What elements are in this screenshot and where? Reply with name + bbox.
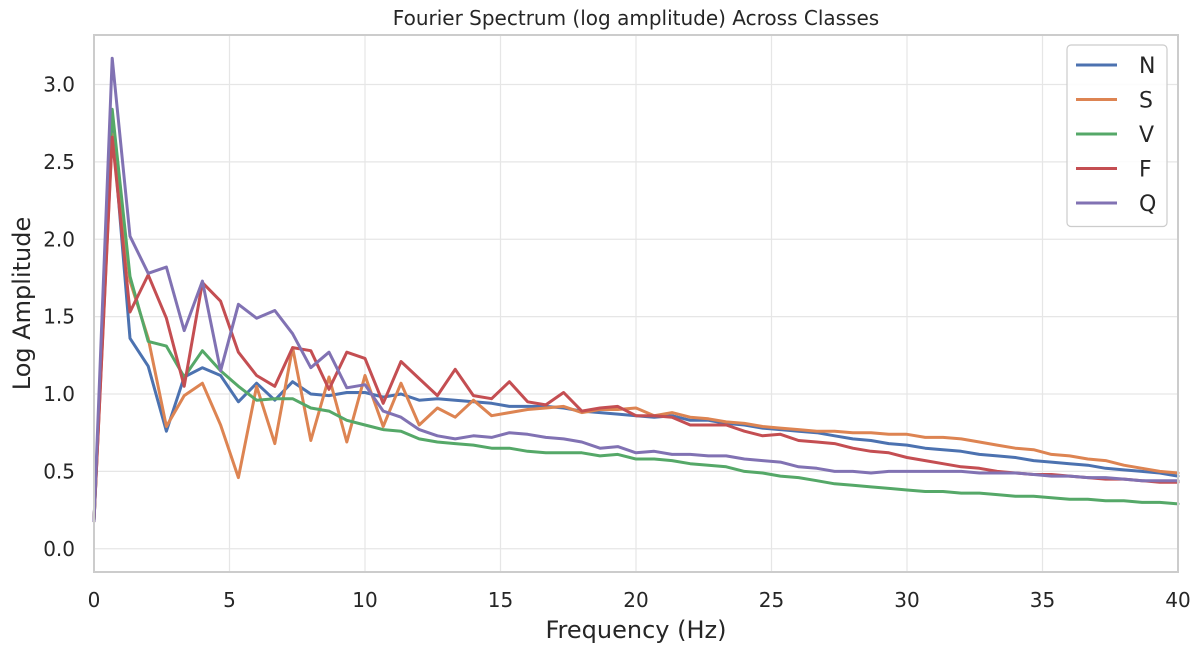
- grid: [93, 35, 1179, 572]
- legend-label: Q: [1139, 192, 1156, 217]
- series-line-v: [92, 107, 1180, 523]
- y-tick-label: 0.5: [43, 459, 75, 483]
- legend-label: S: [1139, 89, 1153, 114]
- x-tick-label: 35: [1030, 588, 1055, 612]
- x-axis-label: Frequency (Hz): [546, 616, 727, 644]
- x-tick-label: 20: [623, 588, 648, 612]
- tick-labels: 0 5 10 15 20 25 30 35 40 0.0 0.5 1.0 1.5 2.0 2.5 3.0: [43, 73, 1191, 612]
- series-lines: [92, 56, 1180, 523]
- x-tick-label: 15: [488, 588, 513, 612]
- chart-title: Fourier Spectrum (log amplitude) Across …: [393, 6, 879, 30]
- y-axis-label: Log Amplitude: [8, 217, 36, 390]
- series-line-f: [92, 135, 1180, 523]
- y-tick-label: 1.5: [43, 305, 75, 329]
- x-tick-label: 25: [759, 588, 784, 612]
- legend-box: [1066, 44, 1168, 228]
- legend-label: F: [1139, 158, 1152, 183]
- y-tick-label: 2.5: [43, 150, 75, 174]
- plot-frame: [93, 34, 1179, 573]
- x-tick-label: 10: [352, 588, 377, 612]
- y-tick-label: 1.0: [43, 382, 75, 406]
- x-tick-label: 5: [223, 588, 236, 612]
- legend-label: V: [1139, 123, 1154, 148]
- y-tick-label: 3.0: [43, 73, 75, 97]
- legend-label: N: [1139, 54, 1155, 79]
- y-tick-label: 0.0: [43, 537, 75, 561]
- series-line-s: [92, 132, 1180, 523]
- x-tick-label: 40: [1165, 588, 1190, 612]
- series-line-q: [92, 56, 1180, 523]
- x-tick-label: 0: [88, 588, 101, 612]
- x-tick-label: 30: [894, 588, 919, 612]
- y-tick-label: 2.0: [43, 227, 75, 251]
